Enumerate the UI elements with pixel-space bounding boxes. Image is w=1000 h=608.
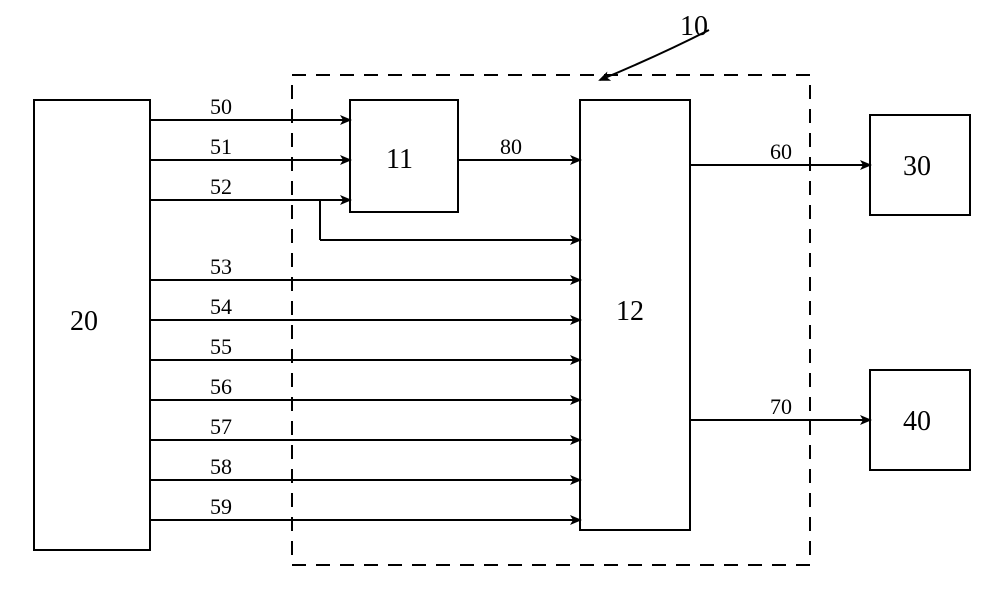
label-50: 50 [210, 94, 232, 119]
block-diagram: 10 20 11 12 30 40 50 51 52 53 54 55 56 57 58 59 80 60 70 [0, 0, 1000, 608]
label-60: 60 [770, 139, 792, 164]
label-58: 58 [210, 454, 232, 479]
label-59: 59 [210, 494, 232, 519]
label-70: 70 [770, 394, 792, 419]
block-label-20: 20 [70, 306, 98, 337]
label-55: 55 [210, 334, 232, 359]
label-57: 57 [210, 414, 232, 439]
label-51: 51 [210, 134, 232, 159]
label-10: 10 [680, 11, 708, 42]
block-label-40: 40 [903, 406, 931, 437]
block-label-30: 30 [903, 151, 931, 182]
label-52: 52 [210, 174, 232, 199]
label-80: 80 [500, 134, 522, 159]
label-56: 56 [210, 374, 232, 399]
block-label-12: 12 [616, 296, 644, 327]
label-54: 54 [210, 294, 232, 319]
block-label-11: 11 [386, 144, 413, 175]
label-53: 53 [210, 254, 232, 279]
